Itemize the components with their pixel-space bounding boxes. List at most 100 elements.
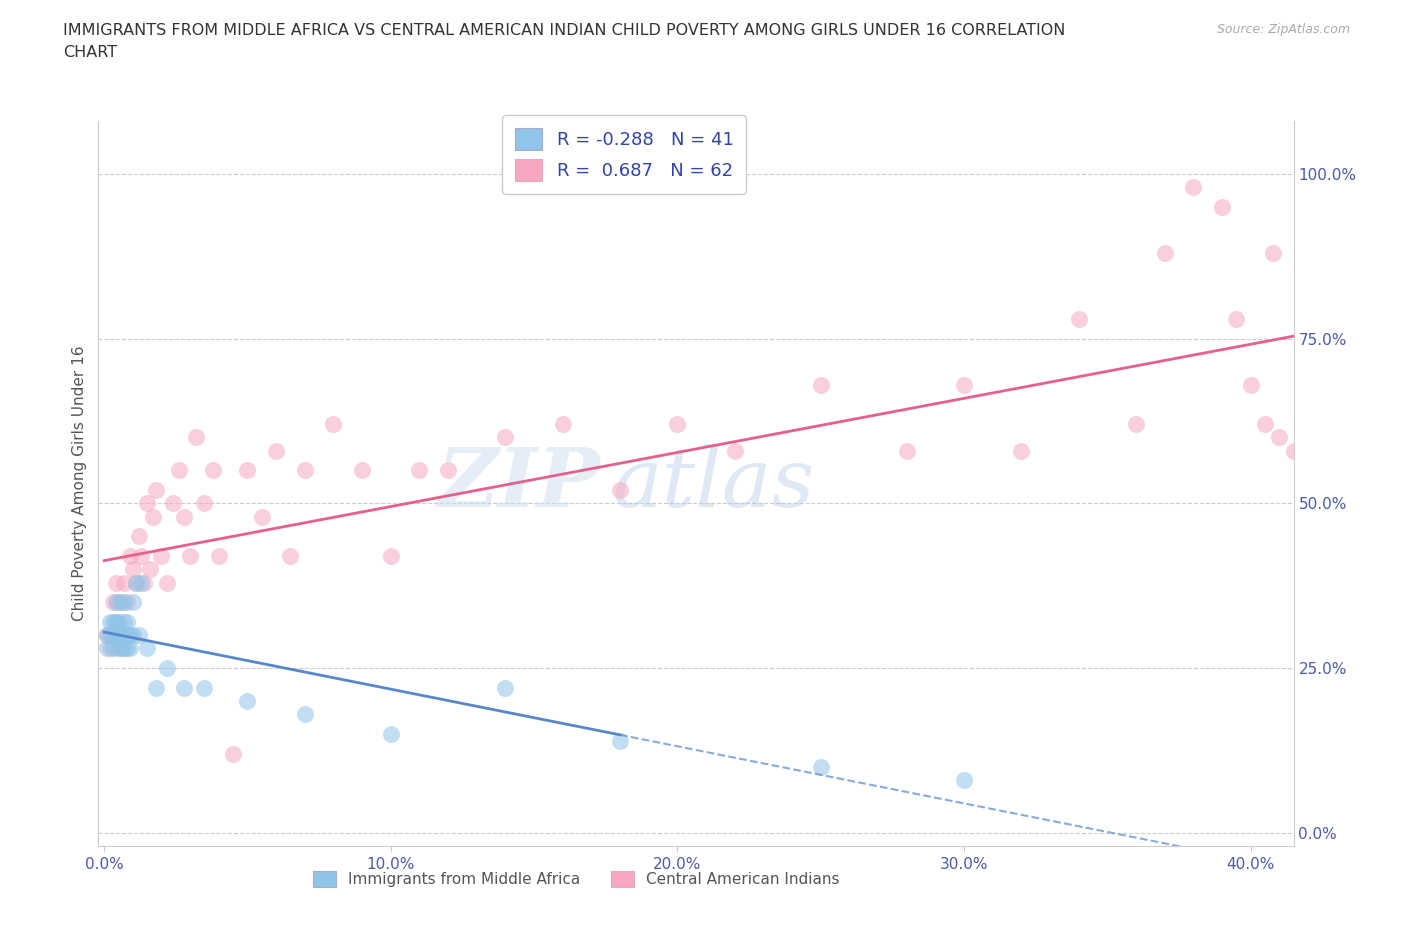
Point: [118, 641, 141, 656]
Point: [193, 681, 215, 696]
Point: [145, 681, 167, 696]
Point: [115, 615, 138, 630]
Point: [953, 773, 976, 788]
Point: [136, 496, 159, 511]
Point: [1182, 179, 1205, 194]
Point: [112, 575, 135, 590]
Point: [98, 641, 121, 656]
Y-axis label: Child Poverty Among Girls Under 16: Child Poverty Among Girls Under 16: [72, 346, 87, 621]
Point: [494, 681, 516, 696]
Point: [1296, 417, 1319, 432]
Point: [609, 734, 631, 749]
Point: [115, 641, 138, 656]
Point: [115, 628, 138, 643]
Text: IMMIGRANTS FROM MIDDLE AFRICA VS CENTRAL AMERICAN INDIAN CHILD POVERTY AMONG GIR: IMMIGRANTS FROM MIDDLE AFRICA VS CENTRAL…: [63, 23, 1066, 60]
Point: [131, 575, 153, 590]
Point: [110, 628, 132, 643]
Point: [896, 444, 918, 458]
Point: [115, 595, 138, 610]
Point: [162, 496, 184, 511]
Point: [666, 417, 689, 432]
Point: [110, 595, 132, 610]
Point: [112, 595, 135, 610]
Point: [810, 760, 832, 775]
Point: [208, 549, 231, 564]
Point: [107, 615, 129, 630]
Point: [98, 628, 121, 643]
Point: [104, 575, 127, 590]
Point: [107, 628, 129, 643]
Point: [1125, 417, 1147, 432]
Point: [184, 430, 207, 445]
Point: [107, 595, 129, 610]
Point: [96, 628, 118, 643]
Point: [167, 463, 190, 478]
Point: [380, 726, 402, 741]
Point: [101, 615, 124, 630]
Point: [202, 463, 225, 478]
Point: [98, 615, 121, 630]
Point: [104, 615, 127, 630]
Text: Source: ZipAtlas.com: Source: ZipAtlas.com: [1216, 23, 1350, 36]
Point: [222, 747, 245, 762]
Point: [810, 378, 832, 392]
Point: [953, 378, 976, 392]
Point: [724, 444, 747, 458]
Point: [112, 641, 135, 656]
Point: [1211, 199, 1233, 214]
Point: [104, 595, 127, 610]
Point: [1268, 430, 1291, 445]
Point: [1153, 246, 1175, 260]
Point: [131, 549, 153, 564]
Point: [121, 595, 143, 610]
Point: [145, 483, 167, 498]
Point: [1282, 444, 1305, 458]
Point: [264, 444, 287, 458]
Point: [280, 549, 302, 564]
Point: [101, 641, 124, 656]
Point: [1225, 312, 1247, 326]
Point: [322, 417, 344, 432]
Point: [107, 615, 129, 630]
Point: [107, 641, 129, 656]
Point: [551, 417, 574, 432]
Point: [156, 575, 179, 590]
Point: [1239, 378, 1261, 392]
Text: atlas: atlas: [613, 444, 814, 524]
Point: [408, 463, 430, 478]
Point: [156, 661, 179, 676]
Point: [173, 681, 195, 696]
Point: [110, 641, 132, 656]
Point: [150, 549, 173, 564]
Point: [1067, 312, 1090, 326]
Point: [380, 549, 402, 564]
Point: [609, 483, 631, 498]
Point: [236, 463, 259, 478]
Point: [1010, 444, 1032, 458]
Point: [193, 496, 215, 511]
Point: [96, 641, 118, 656]
Point: [294, 707, 316, 722]
Point: [128, 628, 150, 643]
Point: [121, 628, 143, 643]
Text: ZIP: ZIP: [437, 444, 600, 524]
Point: [1263, 246, 1285, 260]
Point: [112, 615, 135, 630]
Point: [1326, 430, 1348, 445]
Point: [101, 595, 124, 610]
Point: [121, 562, 143, 577]
Point: [128, 529, 150, 544]
Point: [294, 463, 316, 478]
Point: [250, 509, 273, 524]
Point: [124, 575, 146, 590]
Point: [437, 463, 460, 478]
Point: [118, 628, 141, 643]
Point: [494, 430, 516, 445]
Point: [179, 549, 201, 564]
Point: [173, 509, 195, 524]
Point: [1254, 417, 1277, 432]
Point: [139, 562, 162, 577]
Point: [118, 549, 141, 564]
Point: [124, 575, 146, 590]
Point: [96, 628, 118, 643]
